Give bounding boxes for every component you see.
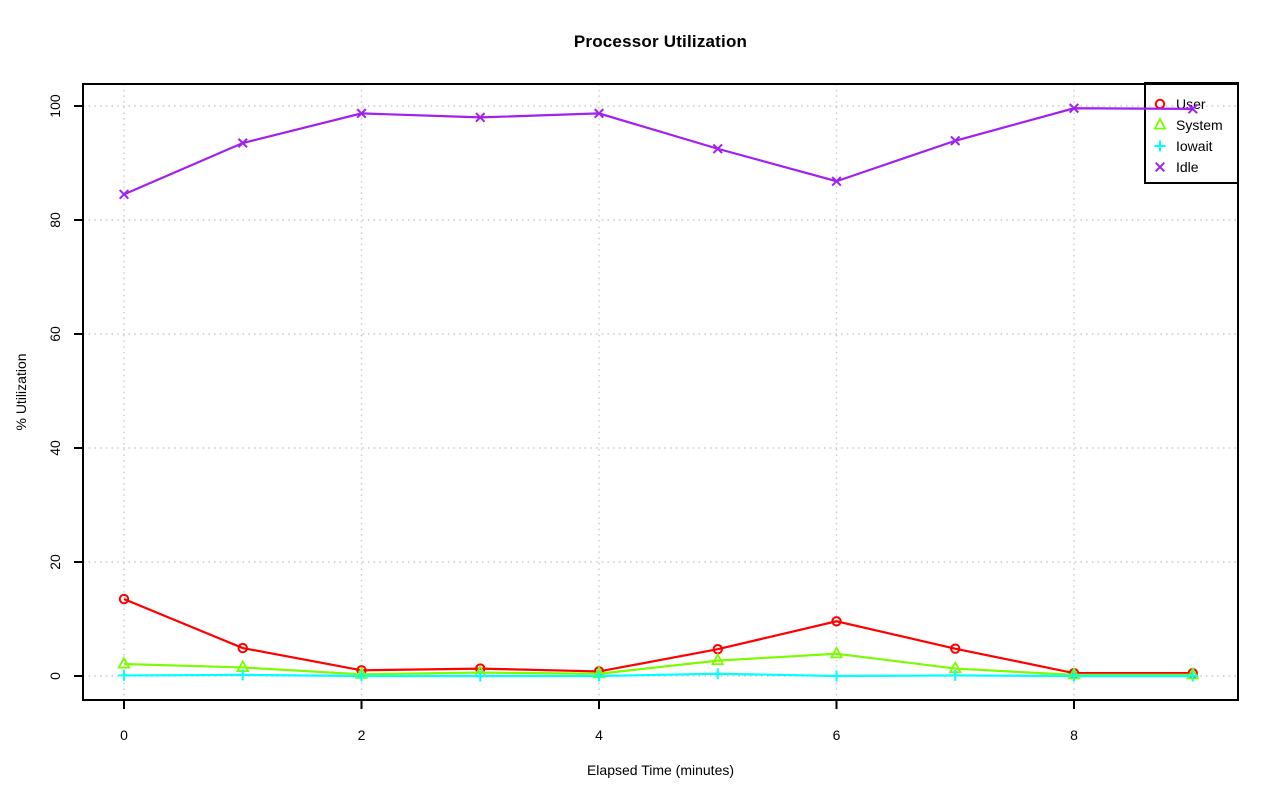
point-idle-x-icon	[1068, 103, 1080, 114]
point-idle-x-icon	[831, 176, 842, 187]
point-idle-x-icon	[1187, 103, 1198, 114]
point-iowait-plus-icon	[593, 670, 605, 682]
legend-circle-icon	[1154, 98, 1166, 110]
legend-box	[1144, 82, 1239, 184]
y-tick-label: 60	[47, 326, 63, 342]
y-tick-label: 0	[47, 672, 63, 680]
y-axis-label: % Utilization	[13, 353, 29, 431]
point-idle-x-icon	[475, 112, 486, 123]
legend-label-iowait: Iowait	[1176, 138, 1213, 154]
x-tick-label: 0	[120, 727, 128, 743]
series-line-idle	[123, 107, 1193, 196]
x-tick-label: 8	[1070, 727, 1078, 743]
plot-border	[82, 83, 1239, 701]
point-iowait-plus-icon	[949, 669, 961, 681]
point-system-triangle-icon	[117, 656, 131, 669]
point-iowait-plus-icon	[831, 670, 842, 682]
legend-label-idle: Idle	[1176, 159, 1199, 175]
point-iowait-plus-icon	[1068, 670, 1080, 682]
point-idle-x-icon	[118, 189, 130, 200]
series-line-iowait	[123, 672, 1193, 678]
point-iowait-plus-icon	[356, 670, 367, 682]
legend-label-system: System	[1176, 117, 1223, 133]
series-iowait	[118, 668, 1199, 682]
point-idle-x-icon	[712, 143, 723, 154]
point-system-triangle-icon	[711, 652, 725, 666]
legend-item-iowait: Iowait	[1154, 138, 1213, 154]
legend-item-system: System	[1153, 117, 1223, 133]
point-user-circle-icon	[831, 616, 842, 627]
point-iowait-plus-icon	[237, 669, 249, 681]
series-user	[118, 593, 1198, 679]
point-idle-x-icon	[356, 108, 367, 119]
point-idle-x-icon	[237, 138, 248, 149]
series-line-system	[123, 652, 1193, 676]
point-idle-x-icon	[950, 135, 961, 146]
series-idle	[118, 103, 1198, 200]
series-line-user	[123, 598, 1193, 675]
point-iowait-plus-icon	[712, 668, 724, 680]
point-iowait-plus-icon	[118, 669, 130, 681]
x-axis-label: Elapsed Time (minutes)	[586, 762, 735, 778]
y-tick-label: 80	[47, 212, 63, 228]
x-tick-label: 4	[595, 727, 603, 743]
point-iowait-plus-icon	[1187, 670, 1199, 682]
x-tick-label: 2	[358, 727, 366, 743]
point-user-circle-icon	[237, 642, 248, 654]
legend-triangle-icon	[1153, 117, 1167, 130]
y-tick-label: 40	[47, 440, 63, 456]
legend-x-icon	[1154, 161, 1166, 173]
legend-plus-icon	[1154, 140, 1166, 152]
point-user-circle-icon	[118, 593, 130, 605]
point-system-triangle-icon	[829, 645, 844, 659]
point-iowait-plus-icon	[474, 670, 486, 682]
chart-title: Processor Utilization	[573, 32, 748, 51]
x-tick-label: 6	[833, 727, 841, 743]
point-user-circle-icon	[950, 643, 961, 654]
y-tick-label: 20	[47, 554, 63, 570]
y-tick-label: 100	[47, 94, 63, 118]
point-idle-x-icon	[593, 108, 605, 119]
legend-item-idle: Idle	[1154, 159, 1199, 175]
